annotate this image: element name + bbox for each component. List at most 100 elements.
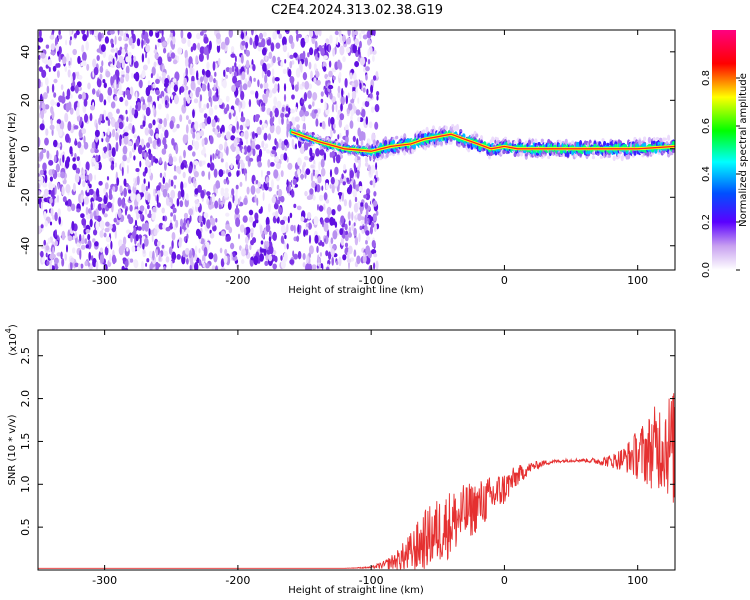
noise-speckle bbox=[301, 116, 305, 122]
noise-speckle bbox=[343, 163, 347, 171]
noise-speckle bbox=[50, 99, 55, 107]
noise-speckle bbox=[308, 234, 312, 244]
noise-speckle bbox=[188, 208, 194, 216]
noise-speckle bbox=[100, 203, 106, 210]
noise-speckle bbox=[275, 42, 281, 49]
noise-speckle bbox=[125, 56, 130, 63]
noise-speckle bbox=[293, 253, 299, 260]
noise-speckle bbox=[345, 135, 349, 144]
noise-speckle bbox=[345, 124, 349, 131]
noise-speckle bbox=[198, 259, 202, 266]
noise-speckle bbox=[269, 162, 275, 167]
noise-speckle bbox=[171, 240, 174, 249]
noise-speckle bbox=[170, 179, 174, 187]
noise-speckle bbox=[354, 30, 359, 36]
noise-speckle bbox=[41, 244, 45, 249]
noise-speckle bbox=[275, 162, 281, 170]
noise-speckle bbox=[110, 48, 116, 53]
noise-speckle bbox=[155, 133, 159, 139]
noise-speckle bbox=[239, 196, 242, 201]
noise-speckle bbox=[273, 96, 278, 106]
colorbar-tick-label: 0.2 bbox=[701, 214, 712, 230]
noise-speckle bbox=[94, 174, 97, 181]
noise-speckle bbox=[274, 155, 279, 162]
noise-speckle bbox=[72, 182, 76, 192]
noise-speckle bbox=[269, 117, 274, 127]
noise-speckle bbox=[193, 176, 196, 184]
noise-speckle bbox=[282, 68, 287, 75]
noise-speckle bbox=[199, 94, 203, 102]
noise-speckle bbox=[329, 92, 333, 100]
noise-speckle bbox=[248, 209, 254, 216]
noise-speckle bbox=[214, 104, 218, 110]
signal-speckle bbox=[547, 155, 551, 160]
noise-speckle bbox=[172, 156, 177, 162]
noise-speckle bbox=[145, 44, 151, 53]
noise-speckle bbox=[244, 227, 247, 235]
noise-speckle bbox=[161, 148, 167, 155]
noise-speckle bbox=[133, 134, 138, 139]
noise-speckle bbox=[303, 141, 309, 151]
noise-speckle bbox=[127, 141, 133, 146]
noise-speckle bbox=[129, 151, 132, 159]
noise-speckle bbox=[129, 258, 134, 263]
noise-speckle bbox=[110, 76, 114, 86]
noise-speckle bbox=[297, 168, 301, 176]
noise-speckle bbox=[84, 113, 88, 123]
noise-speckle bbox=[39, 112, 42, 119]
noise-speckle bbox=[39, 30, 42, 39]
noise-speckle bbox=[189, 65, 193, 76]
noise-speckle bbox=[276, 216, 280, 224]
noise-speckle bbox=[363, 66, 366, 73]
noise-speckle bbox=[263, 146, 267, 152]
signal-speckle bbox=[527, 139, 532, 146]
noise-speckle bbox=[286, 179, 289, 187]
noise-speckle bbox=[157, 123, 162, 130]
noise-speckle bbox=[280, 112, 285, 119]
noise-speckle bbox=[89, 218, 93, 228]
noise-speckle bbox=[180, 181, 184, 192]
noise-speckle bbox=[267, 203, 271, 213]
noise-speckle bbox=[93, 66, 99, 76]
noise-speckle bbox=[91, 162, 95, 167]
noise-speckle bbox=[237, 30, 242, 33]
noise-speckle bbox=[212, 153, 215, 161]
noise-speckle bbox=[163, 172, 166, 179]
noise-speckle bbox=[300, 216, 305, 222]
noise-speckle bbox=[51, 110, 55, 120]
noise-speckle bbox=[192, 151, 196, 157]
noise-speckle bbox=[190, 46, 194, 53]
noise-speckle bbox=[364, 162, 369, 167]
noise-speckle bbox=[348, 103, 353, 111]
noise-speckle bbox=[353, 162, 356, 170]
noise-speckle bbox=[265, 216, 270, 227]
noise-speckle bbox=[271, 196, 276, 204]
noise-speckle bbox=[160, 133, 164, 141]
noise-speckle bbox=[168, 246, 173, 255]
noise-speckle bbox=[44, 137, 49, 146]
signal-speckle bbox=[436, 140, 440, 146]
noise-speckle bbox=[295, 106, 298, 112]
noise-speckle bbox=[280, 235, 284, 244]
noise-speckle bbox=[153, 188, 156, 197]
colorbar-tick-label: 0.0 bbox=[701, 262, 712, 278]
noise-speckle bbox=[61, 258, 65, 267]
noise-speckle bbox=[120, 70, 125, 75]
noise-speckle bbox=[173, 214, 177, 222]
noise-speckle bbox=[221, 131, 224, 139]
noise-speckle bbox=[294, 84, 299, 92]
noise-speckle bbox=[269, 124, 275, 134]
noise-speckle bbox=[131, 107, 135, 116]
noise-speckle bbox=[133, 155, 136, 161]
x-tick-label: 0 bbox=[501, 574, 508, 587]
noise-speckle bbox=[170, 40, 173, 48]
noise-speckle bbox=[114, 162, 118, 168]
noise-speckle bbox=[294, 116, 300, 122]
noise-speckle bbox=[301, 99, 305, 104]
noise-speckle bbox=[200, 31, 204, 36]
noise-speckle bbox=[352, 189, 357, 198]
noise-speckle bbox=[104, 182, 109, 190]
noise-speckle bbox=[349, 170, 355, 179]
noise-speckle bbox=[272, 76, 276, 84]
noise-speckle bbox=[232, 194, 235, 204]
